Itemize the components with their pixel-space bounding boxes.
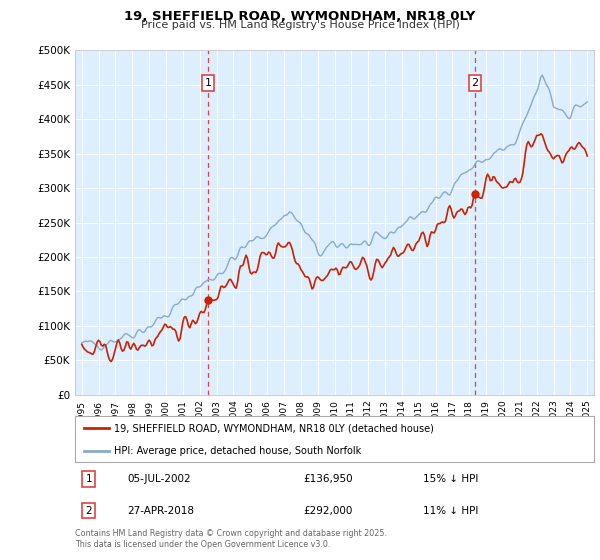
Text: 2: 2 <box>85 506 92 516</box>
Text: Contains HM Land Registry data © Crown copyright and database right 2025.
This d: Contains HM Land Registry data © Crown c… <box>75 529 387 549</box>
Text: Price paid vs. HM Land Registry's House Price Index (HPI): Price paid vs. HM Land Registry's House … <box>140 20 460 30</box>
Text: £292,000: £292,000 <box>304 506 353 516</box>
Text: 1: 1 <box>205 78 212 88</box>
Text: 15% ↓ HPI: 15% ↓ HPI <box>423 474 478 484</box>
Text: 19, SHEFFIELD ROAD, WYMONDHAM, NR18 0LY (detached house): 19, SHEFFIELD ROAD, WYMONDHAM, NR18 0LY … <box>114 423 434 433</box>
Text: HPI: Average price, detached house, South Norfolk: HPI: Average price, detached house, Sout… <box>114 446 361 455</box>
Text: 11% ↓ HPI: 11% ↓ HPI <box>423 506 478 516</box>
Text: £136,950: £136,950 <box>304 474 353 484</box>
Text: 05-JUL-2002: 05-JUL-2002 <box>127 474 191 484</box>
Text: 1: 1 <box>85 474 92 484</box>
Text: 2: 2 <box>472 78 478 88</box>
Text: 19, SHEFFIELD ROAD, WYMONDHAM, NR18 0LY: 19, SHEFFIELD ROAD, WYMONDHAM, NR18 0LY <box>124 10 476 22</box>
Text: 27-APR-2018: 27-APR-2018 <box>127 506 194 516</box>
